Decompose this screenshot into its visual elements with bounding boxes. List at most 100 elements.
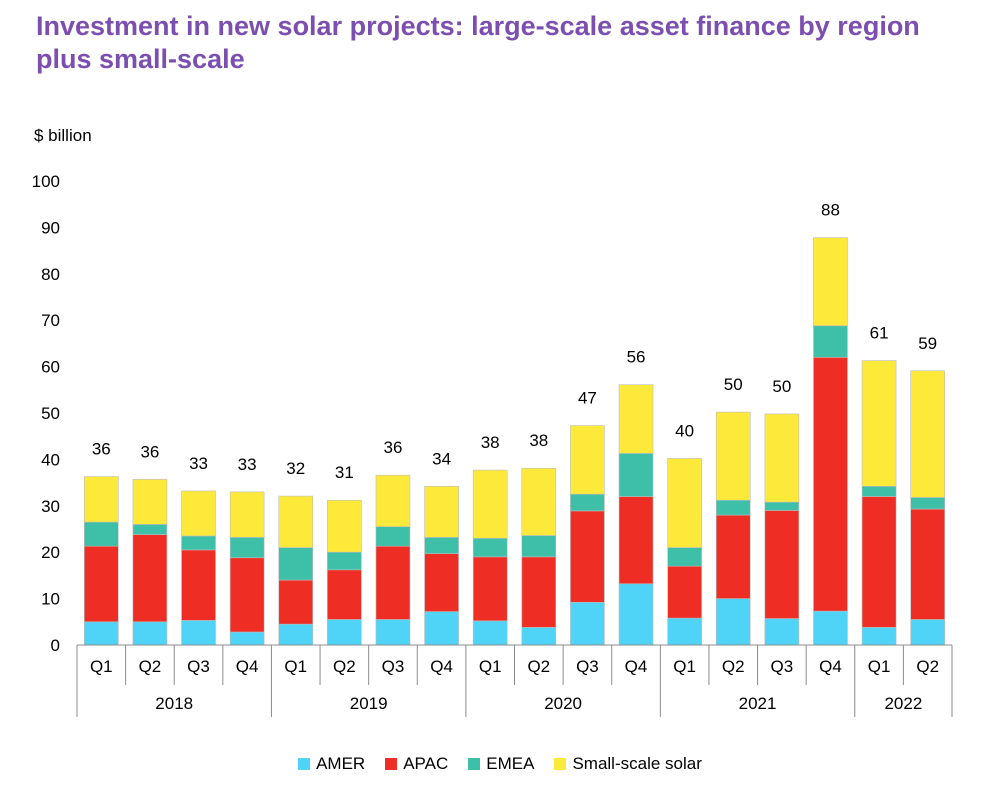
x-tick-label: Q2 (139, 657, 162, 676)
x-tick-label: Q2 (916, 657, 939, 676)
bar-segment-emea (618, 453, 654, 497)
bar-segment-emea (715, 499, 751, 516)
bar-total-label: 33 (238, 455, 257, 474)
bar-total-label: 32 (286, 459, 305, 478)
y-axis-unit-label: $ billion (34, 126, 92, 145)
legend-item-amer: AMER (298, 754, 365, 774)
bar-segment-small-scale-solar (910, 370, 945, 498)
legend-label-apac: APAC (403, 754, 449, 773)
bar-segment-amer (813, 610, 848, 646)
y-tick-label: 90 (41, 218, 60, 237)
bar-segment-small-scale-solar (570, 425, 605, 495)
bar-segment-emea (181, 535, 216, 551)
bar-segment-small-scale-solar (472, 469, 508, 539)
x-tick-label: Q2 (722, 657, 745, 676)
bar-segment-emea (229, 537, 265, 559)
bar-total-label: 34 (432, 449, 451, 468)
x-year-label: 2019 (350, 694, 388, 713)
bar-segment-emea (278, 547, 314, 581)
x-tick-label: Q4 (625, 657, 648, 676)
bar-segment-apac (570, 510, 605, 603)
bar-segment-amer (229, 631, 265, 646)
bar-segment-apac (813, 357, 848, 612)
bar-segment-small-scale-solar (327, 499, 362, 553)
bar-segment-small-scale-solar (278, 495, 314, 548)
legend-label-amer: AMER (316, 754, 366, 773)
bar-total-label: 31 (335, 463, 354, 482)
bar-segment-amer (764, 618, 800, 646)
bar-segment-emea (861, 486, 897, 497)
bar-segment-emea (132, 524, 168, 535)
bar-segment-apac (861, 496, 897, 628)
x-tick-label: Q1 (479, 657, 502, 676)
y-tick-label: 50 (41, 404, 60, 423)
y-tick-label: 0 (51, 636, 60, 655)
bar-segment-apac (910, 508, 945, 620)
x-tick-label: Q1 (673, 657, 696, 676)
chart-title: Investment in new solar projects: large-… (36, 11, 920, 74)
bar-segment-apac (618, 496, 654, 585)
y-tick-label: 80 (41, 265, 60, 284)
bar-segment-apac (229, 557, 265, 633)
bar-segment-amer (278, 623, 314, 646)
bar-segment-apac (715, 514, 751, 599)
bar-segment-small-scale-solar (715, 411, 751, 501)
x-tick-label: Q4 (819, 657, 842, 676)
bar-segment-amer (910, 619, 945, 646)
bar-segment-small-scale-solar (813, 237, 848, 327)
bar-segment-amer (861, 627, 897, 646)
bar-segment-small-scale-solar (521, 467, 557, 536)
bar-segment-emea (375, 526, 411, 547)
bar-segment-small-scale-solar (424, 486, 459, 538)
x-year-label: 2022 (884, 694, 922, 713)
y-tick-label: 30 (41, 497, 60, 516)
bar-segment-amer (132, 621, 168, 646)
x-year-label: 2018 (155, 694, 193, 713)
bar-segment-amer (570, 602, 605, 646)
legend-label-small-scale-solar: Small-scale solar (572, 754, 702, 773)
bar-total-label: 36 (384, 438, 403, 457)
bar-segment-small-scale-solar (667, 458, 702, 548)
x-tick-label: Q2 (527, 657, 550, 676)
bar-segment-amer (618, 583, 654, 646)
x-tick-label: Q4 (236, 657, 259, 676)
bar-total-label: 36 (140, 442, 159, 461)
bar-segment-apac (521, 556, 557, 628)
legend-item-apac: APAC (385, 754, 448, 774)
bar-segment-small-scale-solar (229, 491, 265, 538)
legend-swatch-apac (385, 758, 398, 770)
bar-segment-amer (84, 621, 119, 646)
bar-segment-amer (375, 619, 411, 646)
bar-segment-amer (327, 619, 362, 646)
bar-total-label: 50 (724, 375, 743, 394)
bar-total-label: 33 (189, 454, 208, 473)
bar-segment-apac (132, 534, 168, 623)
bar-segment-emea (910, 497, 945, 510)
bar-segment-emea (521, 535, 557, 558)
bar-segment-amer (424, 611, 459, 646)
legend-item-small-scale-solar: Small-scale solar (554, 754, 702, 774)
y-tick-label: 60 (41, 358, 60, 377)
x-tick-label: Q3 (576, 657, 599, 676)
bar-total-label: 36 (92, 440, 111, 459)
bar-total-label: 59 (918, 334, 937, 353)
bar-segment-emea (327, 551, 362, 571)
bar-segment-apac (327, 569, 362, 620)
x-tick-label: Q1 (868, 657, 891, 676)
bar-segment-small-scale-solar (764, 413, 800, 503)
bar-segment-apac (667, 565, 702, 619)
bar-segment-small-scale-solar (84, 476, 119, 523)
bar-total-label: 61 (870, 324, 889, 343)
bar-segment-small-scale-solar (618, 384, 654, 454)
x-year-label: 2020 (544, 694, 582, 713)
bar-total-label: 40 (675, 421, 694, 440)
bar-total-label: 47 (578, 389, 597, 408)
x-tick-label: Q3 (382, 657, 405, 676)
bar-segment-emea (667, 547, 702, 567)
legend-label-emea: EMEA (486, 754, 535, 773)
y-tick-label: 70 (41, 311, 60, 330)
bar-segment-apac (181, 549, 216, 621)
y-tick-label: 10 (41, 590, 60, 609)
bar-total-label: 38 (481, 433, 500, 452)
bar-segment-small-scale-solar (861, 360, 897, 487)
